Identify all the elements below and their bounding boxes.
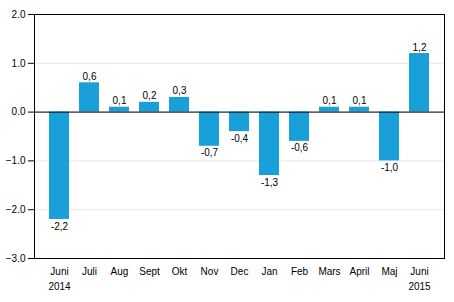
svg-text:2015: 2015 — [408, 281, 431, 292]
svg-text:-1,3: -1,3 — [261, 177, 279, 188]
svg-text:1.0: 1.0 — [12, 58, 26, 69]
svg-text:Juni: Juni — [50, 266, 68, 277]
svg-text:0,1: 0,1 — [113, 95, 127, 106]
svg-text:0,2: 0,2 — [143, 90, 157, 101]
svg-text:Feb: Feb — [291, 266, 309, 277]
svg-text:1,2: 1,2 — [413, 42, 427, 53]
svg-text:Maj: Maj — [381, 266, 397, 277]
svg-text:0,6: 0,6 — [83, 71, 97, 82]
svg-text:Juni: Juni — [410, 266, 428, 277]
svg-text:Juli: Juli — [82, 266, 97, 277]
svg-text:-0,6: -0,6 — [291, 142, 309, 153]
svg-text:Dec: Dec — [231, 266, 249, 277]
svg-text:−1.0: −1.0 — [6, 155, 26, 166]
svg-text:Aug: Aug — [111, 266, 129, 277]
svg-text:0,3: 0,3 — [173, 85, 187, 96]
svg-text:Okt: Okt — [172, 266, 188, 277]
svg-text:-1,0: -1,0 — [381, 162, 399, 173]
svg-text:0,1: 0,1 — [323, 95, 337, 106]
svg-text:Nov: Nov — [201, 266, 219, 277]
svg-text:April: April — [349, 266, 369, 277]
svg-text:-0,4: -0,4 — [231, 133, 249, 144]
svg-text:2014: 2014 — [48, 281, 71, 292]
svg-text:−2.0: −2.0 — [6, 204, 26, 215]
svg-text:Sept: Sept — [139, 266, 160, 277]
svg-text:0,1: 0,1 — [353, 95, 367, 106]
svg-text:2.0: 2.0 — [12, 9, 26, 20]
svg-text:Mars: Mars — [318, 266, 340, 277]
svg-text:−3.0: −3.0 — [6, 253, 26, 264]
svg-text:Jan: Jan — [261, 266, 277, 277]
svg-text:-0,7: -0,7 — [201, 147, 219, 158]
svg-text:0.0: 0.0 — [12, 106, 26, 117]
svg-text:-2,2: -2,2 — [51, 221, 69, 232]
